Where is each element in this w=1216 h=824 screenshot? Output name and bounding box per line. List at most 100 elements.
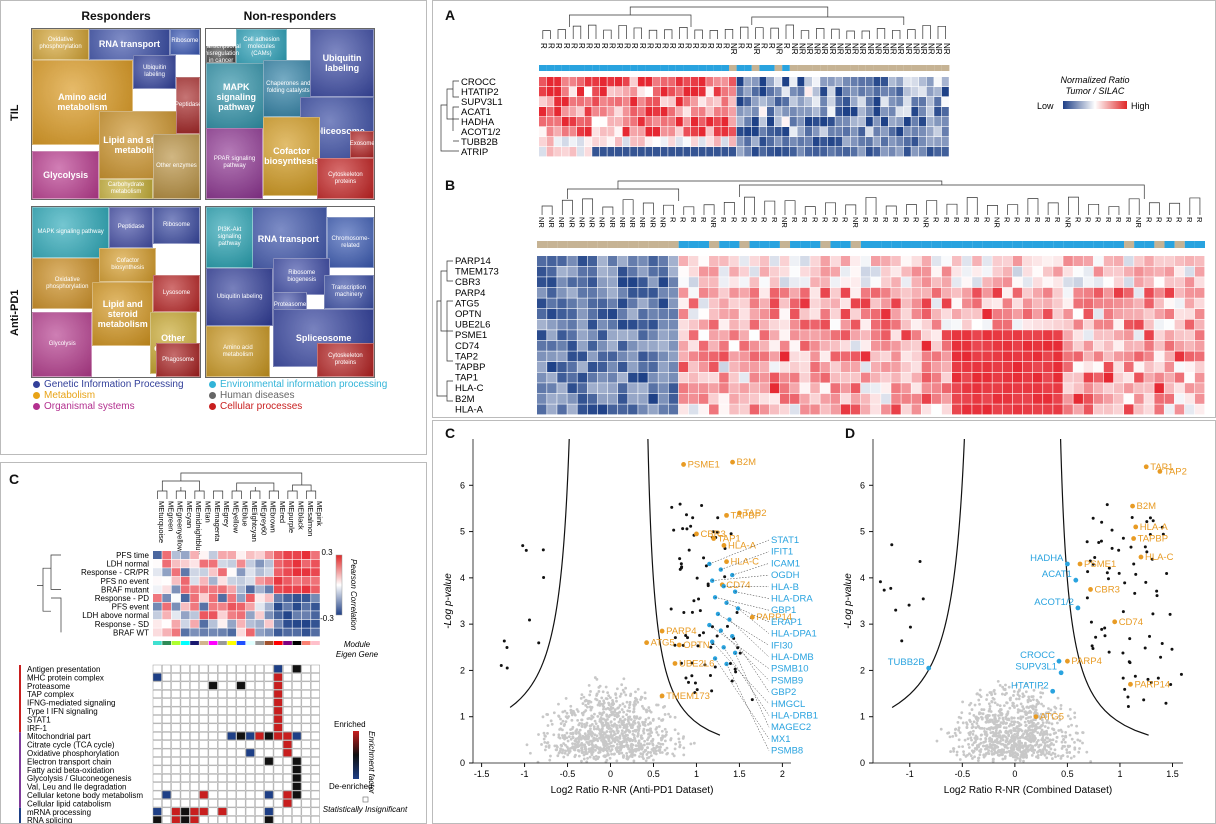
heat-cell-b <box>668 287 679 298</box>
heat-cell-b <box>820 277 830 288</box>
heat-cell-b <box>840 393 851 404</box>
gray-point <box>580 748 584 752</box>
heat-cell-b <box>1184 277 1195 288</box>
clinical-row-label: BRAF WT <box>113 628 149 637</box>
gray-point <box>570 713 574 717</box>
gray-point <box>985 733 989 736</box>
gray-point <box>955 753 959 757</box>
gray-point <box>573 742 577 746</box>
heat-cell-a <box>645 147 653 157</box>
clinical-cell <box>264 611 274 620</box>
heat-cell-b <box>820 362 830 372</box>
heat-cell-a <box>911 77 919 87</box>
gray-point <box>601 704 605 708</box>
gray-point <box>992 722 996 726</box>
heat-cell-a <box>850 107 858 117</box>
gray-point <box>966 737 970 741</box>
heat-cell-b <box>881 362 891 372</box>
heat-cell-b <box>759 319 770 330</box>
gray-point <box>1059 704 1063 707</box>
gray-point <box>598 684 602 688</box>
sample-label-b: R <box>942 217 951 223</box>
heat-cell-b <box>1032 309 1043 319</box>
clinical-cell <box>301 568 311 577</box>
heat-cell-a <box>630 117 638 127</box>
x-tick-label: 1.5 <box>733 769 746 779</box>
gray-point <box>650 739 653 743</box>
heat-cell-a <box>653 77 660 87</box>
heat-cell-b <box>1043 319 1053 330</box>
heat-cell-a <box>797 147 805 157</box>
clinical-dendrogram <box>37 554 62 633</box>
enrichment-cell <box>152 782 162 791</box>
gray-point <box>1012 742 1016 746</box>
enrichment-cell <box>245 748 255 757</box>
heat-cell-b <box>597 393 608 404</box>
gray-point <box>613 708 617 712</box>
sample-label-b: NR <box>780 217 789 228</box>
clinical-cell <box>227 602 237 611</box>
heat-cell-b <box>547 287 557 298</box>
heat-cell-b <box>1012 319 1023 330</box>
sample-label-a: R <box>638 43 647 49</box>
gray-point <box>610 724 614 727</box>
enrichment-row-label: mRNA processing <box>27 808 91 817</box>
gray-point <box>980 708 984 711</box>
gray-point <box>1021 735 1024 739</box>
gray-point <box>603 754 607 758</box>
sample-label-a: R <box>645 43 654 49</box>
heat-cell-b <box>709 266 719 277</box>
enrichment-cell <box>171 731 181 741</box>
y-tick-label: 3 <box>460 619 465 629</box>
gray-point <box>571 742 574 746</box>
blue-point <box>718 628 724 633</box>
heat-cell-b <box>719 298 729 309</box>
gray-point <box>608 756 612 760</box>
gray-point <box>1014 758 1017 762</box>
gray-point <box>1032 751 1036 755</box>
heat-cell-a <box>607 87 615 97</box>
heat-cell-a <box>713 137 721 147</box>
sig-point <box>679 661 683 665</box>
clinical-cell <box>208 551 218 559</box>
gray-point <box>657 749 661 752</box>
enrichment-cell <box>152 740 162 749</box>
heat-cell-b <box>891 372 901 383</box>
gray-point <box>559 743 563 747</box>
gray-point <box>1008 706 1012 710</box>
heat-cell-b <box>648 383 658 394</box>
gray-point <box>1002 704 1006 708</box>
heat-cell-b <box>648 266 658 277</box>
module-color <box>171 641 181 645</box>
gray-point <box>989 691 993 695</box>
heat-cell-b <box>769 351 780 362</box>
heat-cell-b <box>537 287 547 298</box>
heat-cell-a <box>698 137 706 147</box>
heat-cell-b <box>1174 256 1185 266</box>
heat-cell-a <box>782 137 790 147</box>
group-strip-b <box>1032 241 1044 248</box>
enrichment-cell <box>310 790 320 799</box>
enrichment-cell <box>152 757 162 766</box>
gray-point <box>676 732 680 736</box>
sample-label-a: NR <box>904 43 913 55</box>
group-strip-a <box>729 65 737 71</box>
heat-cell-a <box>751 117 759 127</box>
clinical-row-label: Response - SD <box>95 620 149 629</box>
heat-cell-a <box>607 147 615 157</box>
gray-point <box>1006 746 1009 750</box>
gray-point <box>615 687 619 691</box>
enrichment-cell <box>152 765 162 774</box>
enrichment-cell <box>180 740 190 749</box>
heat-cell-b <box>931 277 942 288</box>
heat-cell-a <box>919 107 926 117</box>
heat-cell-b <box>729 393 739 404</box>
gray-point <box>617 740 621 743</box>
heat-cell-b <box>881 404 891 415</box>
heat-cell-a <box>767 87 774 97</box>
gray-point <box>593 733 597 737</box>
heat-cell-a <box>812 97 820 107</box>
enrichment-cell <box>189 799 199 808</box>
heat-cell-b <box>678 383 689 394</box>
heat-cell-b <box>1053 319 1063 330</box>
